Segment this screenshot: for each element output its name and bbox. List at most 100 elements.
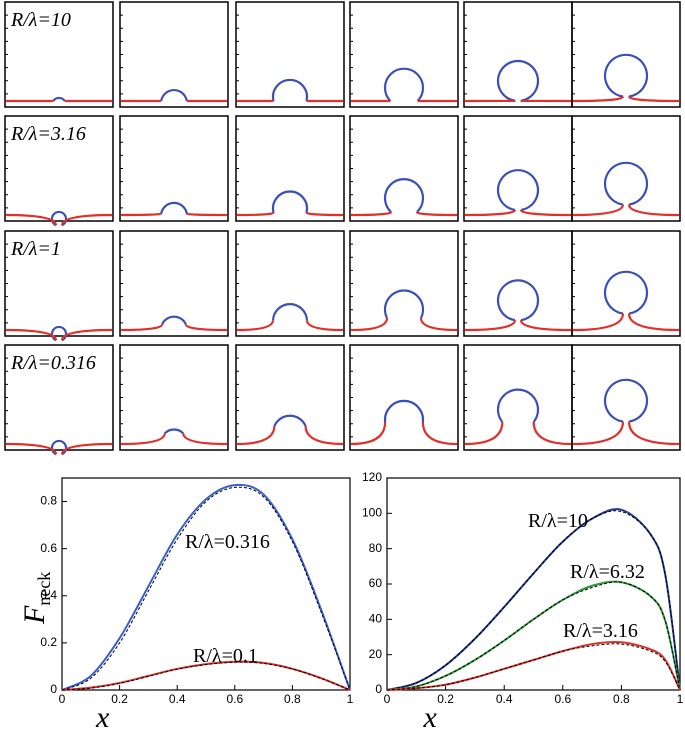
y-tick-label: 60: [369, 576, 383, 590]
panel-frame: [463, 1, 573, 108]
substrate: [120, 212, 228, 217]
row-label: R/λ=10: [10, 9, 71, 31]
droplet-cap: [603, 378, 649, 423]
panel-frame: [463, 115, 573, 222]
x-tick-label: 0: [384, 692, 391, 706]
droplet-cap: [496, 279, 540, 322]
substrate: [236, 425, 344, 446]
panel-frame: [571, 230, 681, 337]
panel-frame: [349, 344, 459, 451]
droplet-cap: [383, 67, 425, 102]
substrate: [120, 433, 228, 446]
droplet-cap: [160, 89, 188, 102]
panel-frame: [349, 230, 459, 337]
x-tick-label: 0.8: [284, 692, 301, 706]
x-tick-label: 0: [59, 692, 66, 706]
row-label: R/λ=0.316: [10, 352, 96, 374]
y-tick-label: 0.2: [40, 635, 57, 649]
x-tick-label: 1: [677, 692, 684, 706]
series-line: [386, 581, 681, 691]
droplet-cap: [50, 210, 68, 227]
droplet-cap: [496, 388, 540, 423]
panel-frame: [119, 1, 229, 108]
droplet-cap: [50, 439, 68, 456]
y-axis-label-sub: neck: [34, 572, 54, 606]
series-line: [61, 661, 351, 691]
series-annotation: R/λ=0.316: [185, 531, 270, 553]
droplet-cap: [271, 190, 309, 213]
x-tick-label: 0.2: [437, 692, 454, 706]
substrate: [350, 421, 458, 446]
substrate: [572, 313, 680, 332]
x-tick-label: 0.6: [554, 692, 571, 706]
y-axis-label-main: F: [18, 605, 51, 625]
panel-frame: [119, 344, 229, 451]
panel-frame: [349, 1, 459, 108]
substrate: [464, 209, 572, 217]
x-tick-label: 0.2: [111, 692, 128, 706]
x-tick-label: 0.6: [226, 692, 243, 706]
droplet-cap: [163, 428, 185, 435]
series-line: [386, 508, 681, 691]
substrate: [5, 442, 113, 455]
droplet-cap: [271, 303, 309, 321]
y-tick-label: 80: [369, 541, 383, 555]
panel-frame: [235, 230, 345, 337]
x-tick-label: 0.8: [613, 692, 630, 706]
droplet-cap: [383, 399, 425, 423]
panel-frame: [235, 344, 345, 451]
series-annotation: R/λ=0.1: [193, 645, 258, 667]
row-label: R/λ=1: [10, 238, 61, 260]
series-annotation: R/λ=10: [528, 510, 588, 532]
panel-frame: [463, 230, 573, 337]
substrate: [350, 317, 458, 332]
series-line: [61, 486, 351, 691]
series-annotation: R/λ=6.32: [570, 561, 645, 583]
droplet-cap: [496, 59, 540, 102]
panel-frame: [349, 115, 459, 222]
series-line: [386, 510, 681, 691]
panel-frame: [119, 230, 229, 337]
x-tick-label: 0.4: [496, 692, 513, 706]
substrate: [5, 213, 113, 226]
series-line: [386, 643, 681, 691]
y-axis-label: Fneck: [18, 572, 54, 625]
x-axis-label: x: [423, 701, 438, 732]
droplet-cap: [496, 169, 540, 212]
droplet-cap: [50, 325, 68, 342]
substrate: [464, 319, 572, 332]
y-tick-label: 0: [50, 682, 57, 696]
droplet-cap: [273, 414, 307, 427]
panel-frame: [571, 344, 681, 451]
substrate: [572, 421, 680, 446]
panel-frame: [119, 115, 229, 222]
y-tick-label: 20: [369, 647, 383, 661]
droplet-cap: [603, 161, 649, 206]
plot-frame: [61, 477, 351, 691]
substrate: [120, 323, 228, 332]
panel-frame: [463, 344, 573, 451]
y-tick-label: 0.6: [40, 541, 57, 555]
panel-frame: [235, 1, 345, 108]
x-axis-label: x: [95, 701, 110, 732]
droplet-cap: [383, 178, 425, 213]
panel-frame: [235, 115, 345, 222]
substrate: [572, 204, 680, 217]
substrate: [464, 421, 572, 446]
droplet-cap: [160, 201, 188, 214]
y-tick-label: 120: [362, 470, 382, 484]
droplet-cap: [161, 315, 187, 325]
x-tick-label: 1: [347, 692, 354, 706]
substrate: [350, 210, 458, 217]
droplet-cap: [383, 289, 425, 319]
row-label: R/λ=3.16: [10, 123, 86, 145]
series-annotation: R/λ=3.16: [563, 620, 638, 642]
y-tick-label: 40: [369, 612, 383, 626]
substrate: [236, 319, 344, 332]
panel-frame: [571, 115, 681, 222]
droplet-cap: [603, 53, 649, 98]
y-tick-label: 100: [362, 506, 382, 520]
droplet-cap: [603, 270, 649, 315]
x-tick-label: 0.4: [169, 692, 186, 706]
